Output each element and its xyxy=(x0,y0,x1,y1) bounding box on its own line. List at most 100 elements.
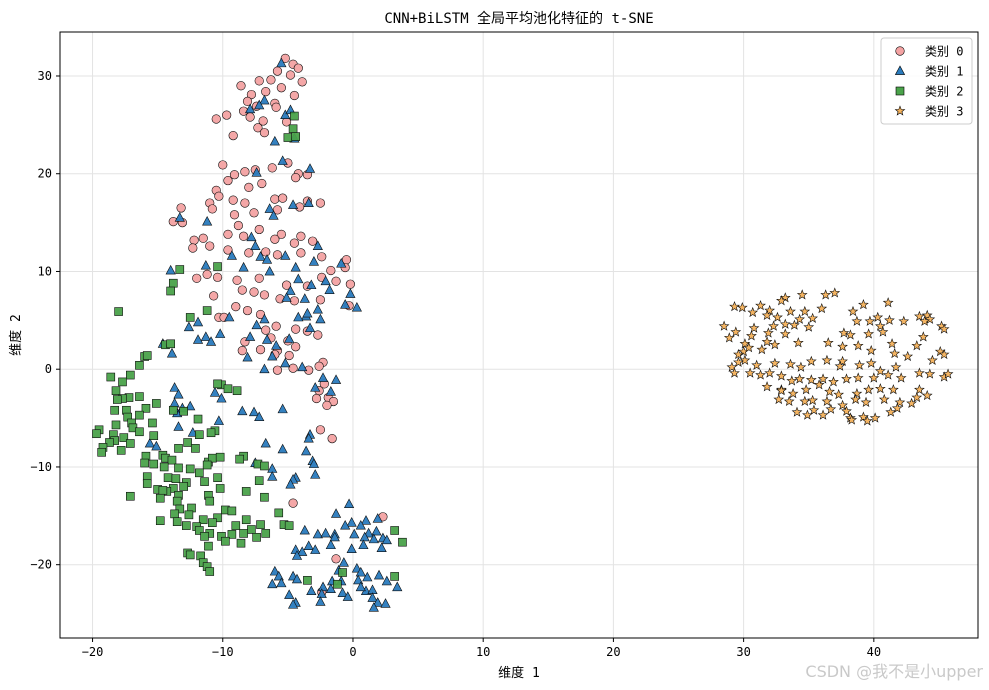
point-class-1 xyxy=(310,469,321,479)
point-class-2 xyxy=(231,521,241,530)
point-class-1 xyxy=(192,334,204,344)
x-tick-label: 20 xyxy=(606,645,620,659)
point-class-3 xyxy=(729,367,740,378)
point-class-3 xyxy=(729,300,740,312)
point-class-2 xyxy=(200,477,209,486)
axis-ticks: −20 −10 0 10 20 30 40 −20 −10 0 10 20 30 xyxy=(30,69,881,659)
point-class-1 xyxy=(367,592,378,602)
point-class-2 xyxy=(149,459,159,469)
point-class-0 xyxy=(223,229,233,239)
legend-marker-3 xyxy=(894,105,906,116)
point-class-2 xyxy=(119,433,129,442)
point-class-3 xyxy=(764,304,776,316)
point-class-1 xyxy=(245,331,256,341)
point-class-1 xyxy=(308,458,320,468)
point-class-3 xyxy=(861,415,873,426)
point-class-3 xyxy=(864,315,876,326)
point-class-1 xyxy=(316,588,327,598)
point-class-2 xyxy=(274,508,284,518)
point-class-2 xyxy=(135,392,144,401)
point-class-0 xyxy=(240,167,250,177)
point-class-0 xyxy=(284,350,294,361)
point-class-0 xyxy=(249,287,259,297)
point-class-2 xyxy=(167,455,177,465)
point-class-2 xyxy=(290,111,299,121)
point-class-3 xyxy=(914,310,925,322)
point-class-1 xyxy=(293,273,304,284)
point-class-3 xyxy=(791,406,803,417)
point-class-1 xyxy=(330,374,342,384)
point-class-1 xyxy=(213,415,224,425)
point-class-2 xyxy=(141,404,151,413)
point-class-3 xyxy=(882,369,894,380)
point-class-1 xyxy=(372,513,383,523)
point-class-3 xyxy=(785,358,796,369)
point-class-3 xyxy=(743,342,755,353)
point-class-3 xyxy=(911,391,923,403)
point-class-0 xyxy=(291,173,301,183)
point-class-1 xyxy=(329,531,340,542)
point-class-1 xyxy=(259,363,270,374)
point-class-2 xyxy=(398,537,407,547)
point-class-3 xyxy=(824,386,835,397)
series-2 xyxy=(92,111,407,589)
point-class-0 xyxy=(258,116,268,126)
point-class-3 xyxy=(869,412,881,423)
point-class-2 xyxy=(159,462,169,472)
point-class-2 xyxy=(227,506,237,516)
point-class-2 xyxy=(185,550,195,560)
point-class-0 xyxy=(192,273,202,283)
point-class-2 xyxy=(213,262,222,271)
point-class-2 xyxy=(338,568,347,577)
point-class-3 xyxy=(877,326,889,337)
point-class-0 xyxy=(211,114,221,124)
point-class-3 xyxy=(865,344,877,356)
point-class-1 xyxy=(255,251,266,261)
point-class-1 xyxy=(306,585,317,595)
point-class-3 xyxy=(805,355,817,366)
point-class-2 xyxy=(168,405,178,415)
point-class-2 xyxy=(205,567,215,576)
point-class-2 xyxy=(303,576,312,585)
point-class-1 xyxy=(290,544,301,554)
point-class-0 xyxy=(242,96,253,106)
point-class-0 xyxy=(202,269,212,280)
point-class-1 xyxy=(246,231,257,242)
x-tick-label: 10 xyxy=(476,645,490,659)
y-tick-label: 10 xyxy=(38,264,52,278)
point-class-0 xyxy=(261,247,271,257)
point-class-1 xyxy=(215,328,226,338)
point-class-2 xyxy=(155,493,165,503)
y-tick-label: −20 xyxy=(30,558,52,572)
point-class-2 xyxy=(205,496,215,506)
point-class-1 xyxy=(281,292,292,302)
point-class-2 xyxy=(291,132,300,141)
point-class-1 xyxy=(144,437,155,448)
point-class-0 xyxy=(267,163,277,173)
point-class-2 xyxy=(182,521,191,530)
point-class-1 xyxy=(200,331,211,341)
point-class-2 xyxy=(256,520,265,529)
point-class-1 xyxy=(261,254,273,264)
point-class-0 xyxy=(293,63,303,73)
point-class-1 xyxy=(342,591,353,601)
point-class-1 xyxy=(312,528,323,539)
x-tick-label: 30 xyxy=(736,645,750,659)
point-class-1 xyxy=(302,307,313,318)
point-class-1 xyxy=(372,597,383,607)
point-class-2 xyxy=(112,395,122,404)
point-class-1 xyxy=(358,539,369,550)
point-class-3 xyxy=(794,373,805,384)
point-class-0 xyxy=(189,235,199,245)
point-class-3 xyxy=(744,367,756,378)
point-class-3 xyxy=(799,305,811,317)
x-axis-label: 维度 1 xyxy=(498,665,540,681)
point-class-3 xyxy=(733,356,744,367)
point-class-0 xyxy=(261,87,271,97)
point-class-0 xyxy=(272,250,283,260)
point-class-2 xyxy=(174,444,183,453)
point-class-1 xyxy=(301,445,312,456)
point-class-3 xyxy=(726,361,738,372)
point-class-1 xyxy=(261,334,273,344)
